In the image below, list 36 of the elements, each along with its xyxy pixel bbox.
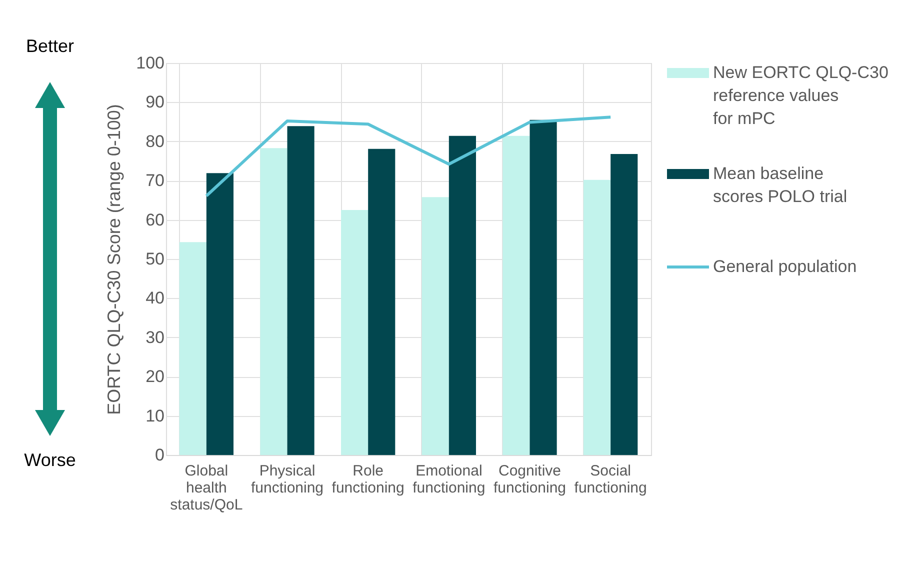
y-tick-label: 100 bbox=[136, 54, 164, 72]
bar bbox=[584, 180, 611, 455]
y-tick-label: 70 bbox=[146, 171, 164, 190]
bar bbox=[502, 136, 530, 455]
legend-label: General population bbox=[713, 257, 857, 276]
x-tick-label: Global health status/QoL bbox=[170, 462, 243, 514]
bar bbox=[610, 154, 638, 455]
y-tick-label: 10 bbox=[146, 406, 164, 426]
y-tick-label: 60 bbox=[146, 210, 164, 230]
bar bbox=[179, 242, 206, 455]
y-tick-label: 90 bbox=[146, 92, 164, 112]
text: Worse bbox=[24, 450, 76, 470]
y-tick-label: 30 bbox=[146, 328, 164, 347]
line-series bbox=[204, 116, 612, 198]
bar bbox=[341, 210, 368, 455]
x-tick-label: Role functioning bbox=[332, 462, 404, 496]
y-tick-label: 40 bbox=[146, 288, 164, 308]
bar bbox=[260, 148, 288, 455]
bar bbox=[530, 120, 557, 455]
bar bbox=[448, 136, 476, 455]
text: Better bbox=[26, 36, 74, 56]
bar bbox=[287, 126, 314, 455]
y-tick-label: 20 bbox=[146, 367, 164, 386]
legend-label: Mean baseline scores POLO trial bbox=[713, 164, 848, 206]
y-tick-label: 80 bbox=[146, 132, 164, 151]
y-axis-title: EORTC QLQ-C30 Score (range 0-100) bbox=[104, 104, 124, 415]
y-tick-label: 0 bbox=[155, 446, 164, 464]
x-tick-label: Social functioning bbox=[574, 462, 647, 496]
bar bbox=[422, 197, 449, 455]
bar bbox=[368, 148, 396, 455]
bar bbox=[206, 173, 234, 455]
x-tick-label: Physical functioning bbox=[250, 462, 324, 496]
x-tick-label: Cognitive functioning bbox=[493, 462, 566, 496]
x-tick-label: Emotional functioning bbox=[412, 462, 486, 496]
y-tick-label: 50 bbox=[146, 250, 164, 268]
legend-label: New EORTC QLQ-C30 reference values for mPC bbox=[713, 63, 888, 128]
